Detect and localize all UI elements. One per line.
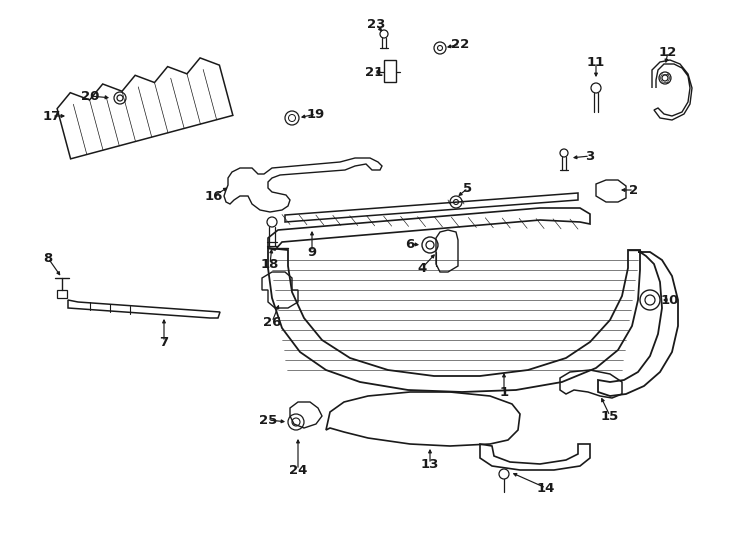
Text: 14: 14 [537, 482, 555, 495]
Text: 11: 11 [587, 56, 605, 69]
Text: 4: 4 [418, 261, 426, 274]
Text: 19: 19 [307, 107, 325, 120]
Text: 12: 12 [659, 45, 677, 58]
Text: 8: 8 [43, 252, 53, 265]
Text: 23: 23 [367, 17, 385, 30]
Text: 15: 15 [601, 409, 619, 422]
Text: 24: 24 [288, 463, 308, 476]
Text: 20: 20 [81, 90, 99, 103]
Text: 25: 25 [259, 414, 277, 427]
Text: 10: 10 [661, 294, 679, 307]
Text: 6: 6 [405, 238, 415, 251]
Text: 26: 26 [263, 315, 281, 328]
Text: 18: 18 [261, 258, 279, 271]
Text: 2: 2 [630, 184, 639, 197]
Text: 16: 16 [205, 190, 223, 202]
Text: 22: 22 [451, 37, 469, 51]
Text: 9: 9 [308, 246, 316, 259]
Text: 7: 7 [159, 335, 169, 348]
Text: 17: 17 [43, 110, 61, 123]
Text: 13: 13 [421, 457, 439, 470]
Text: 3: 3 [586, 150, 595, 163]
Text: 21: 21 [365, 65, 383, 78]
Text: 5: 5 [463, 181, 473, 194]
Text: 1: 1 [499, 386, 509, 399]
